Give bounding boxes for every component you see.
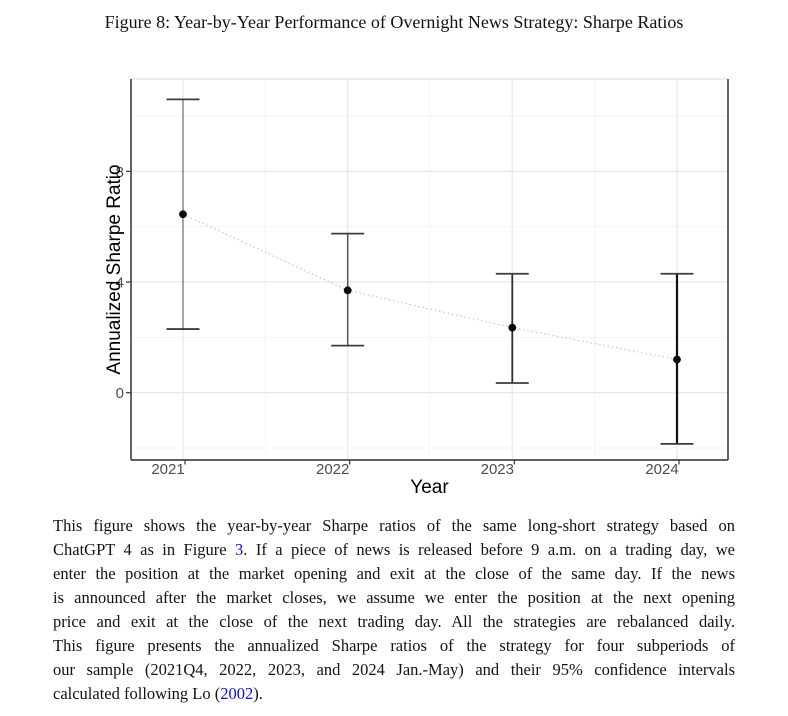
caption-text: our sample (2021Q4, 2022, 2023, and 2024…: [53, 660, 735, 679]
x-tick-label: 2024: [645, 461, 678, 478]
x-tick-label: 2023: [481, 461, 514, 478]
caption-line: This figure presents the annualized Shar…: [53, 634, 735, 658]
caption-text: This figure shows the year-by-year Sharp…: [53, 516, 735, 535]
data-point: [343, 286, 352, 295]
figure-3-link[interactable]: 3: [235, 540, 244, 559]
caption-text: This figure presents the annualized Shar…: [53, 636, 735, 655]
x-tick-label: 2021: [151, 461, 184, 478]
caption-line: calculated following Lo (2002).: [53, 682, 735, 706]
y-tick-label: 0: [116, 385, 124, 402]
caption-text: ).: [253, 684, 263, 703]
caption-text: price and exit at the close of the next …: [53, 612, 735, 631]
caption-line: enter the position at the market opening…: [53, 562, 735, 586]
y-axis-title: Annualized Sharpe Ratio: [104, 164, 125, 374]
caption-line: price and exit at the close of the next …: [53, 610, 735, 634]
data-point: [508, 323, 517, 332]
y-tick-label: 4: [116, 275, 124, 292]
figure-caption: This figure shows the year-by-year Sharp…: [53, 514, 735, 706]
figure-title: Figure 8: Year-by-Year Performance of Ov…: [104, 12, 684, 32]
caption-line: ChatGPT 4 as in Figure 3. If a piece of …: [53, 538, 735, 562]
caption-text: enter the position at the market opening…: [53, 564, 735, 583]
y-tick-label: 8: [116, 164, 124, 181]
chart-svg: 0 4 8 2021 2022 2023 2024 Year Annualized Sharpe…: [104, 78, 729, 498]
caption-text: ChatGPT 4 as in Figure: [53, 540, 236, 559]
caption-line: is announced after the market closes, we…: [53, 586, 735, 610]
caption-text: calculated following Lo (: [53, 684, 221, 703]
sharpe-ratio-chart: 0 4 8 2021 2022 2023 2024 Year Annualized Sharpe…: [0, 60, 788, 510]
caption-line: our sample (2021Q4, 2022, 2023, and 2024…: [53, 658, 735, 682]
lo-2002-link[interactable]: 2002: [220, 684, 254, 703]
data-point: [673, 355, 681, 364]
caption-text: is announced after the market closes, we…: [53, 588, 735, 607]
caption-line: This figure shows the year-by-year Sharp…: [53, 514, 735, 538]
caption-text: . If a piece of news is released before …: [243, 540, 735, 559]
x-tick-label: 2022: [316, 461, 349, 478]
data-point: [179, 210, 187, 219]
x-axis-title: Year: [410, 477, 449, 498]
trend-line: [182, 213, 678, 361]
